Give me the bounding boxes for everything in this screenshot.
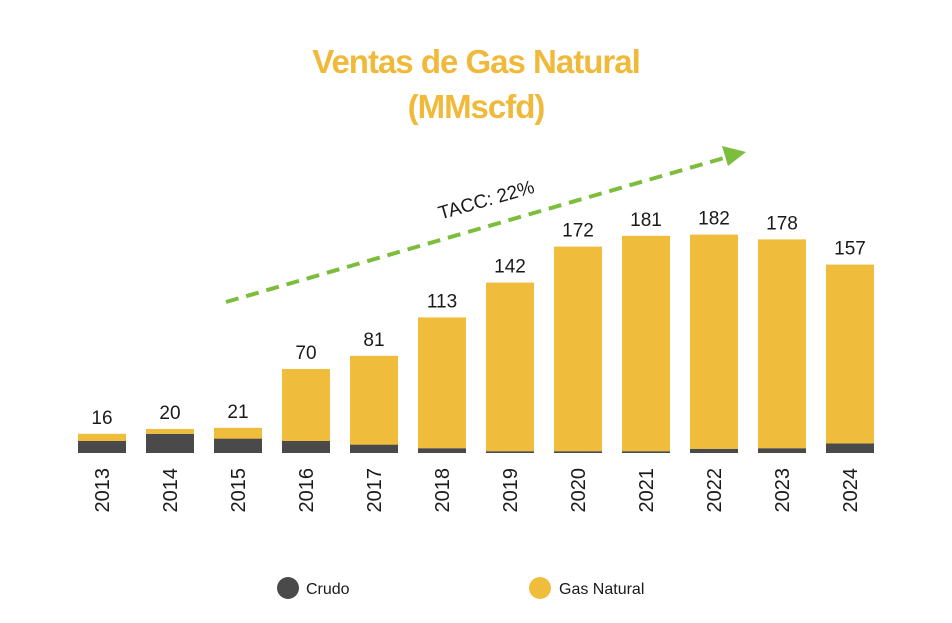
legend: Crudo Gas Natural (277, 577, 644, 599)
value-label-2022: 182 (698, 209, 730, 230)
trend-label: TACC: 22% (436, 177, 537, 224)
legend-swatch-crudo (277, 577, 299, 599)
bar-gas-natural-2020 (554, 246, 602, 452)
bar-crudo-2021 (622, 451, 670, 453)
value-label-2020: 172 (562, 221, 594, 242)
legend-swatch-gas-natural (529, 577, 551, 599)
year-label-2023: 2023 (772, 468, 794, 513)
value-label-2017: 81 (363, 330, 384, 351)
bar-crudo-2019 (486, 451, 534, 453)
year-label-2017: 2017 (364, 468, 386, 513)
value-label-2019: 142 (494, 257, 526, 278)
bar-crudo-2014 (146, 433, 194, 453)
year-label-2024: 2024 (840, 468, 862, 513)
value-label-2015: 21 (227, 402, 248, 423)
bar-crudo-2022 (690, 448, 738, 453)
value-labels-group: 16 20 21 70 81 113 142 172 181 182 178 157 (91, 209, 865, 429)
bar-crudo-2016 (282, 441, 330, 453)
bar-crudo-2020 (554, 451, 602, 453)
legend-label-crudo: Crudo (306, 581, 350, 598)
bar-gas-natural-2024 (826, 264, 874, 444)
bar-crudo-2013 (78, 441, 126, 453)
bar-gas-natural-2022 (690, 234, 738, 449)
year-label-2022: 2022 (704, 468, 726, 513)
value-label-2016: 70 (295, 343, 316, 364)
year-label-2021: 2021 (636, 468, 658, 513)
bar-gas-natural-2023 (758, 239, 806, 449)
year-labels-group: 2013 2014 2015 2016 2017 2018 2019 2020 2021 2022… (92, 468, 862, 513)
bar-crudo-2018 (418, 448, 466, 453)
year-label-2013: 2013 (92, 468, 114, 513)
bar-gas-natural-2018 (418, 317, 466, 449)
bar-crudo-2015 (214, 438, 262, 453)
value-label-2023: 178 (766, 213, 798, 234)
trend-arrow-head (722, 146, 746, 166)
value-label-2013: 16 (91, 408, 112, 429)
bar-gas-natural-2015 (214, 427, 262, 439)
value-label-2014: 20 (159, 403, 180, 424)
bar-gas-natural-2021 (622, 235, 670, 452)
year-label-2018: 2018 (432, 468, 454, 513)
year-label-2020: 2020 (568, 468, 590, 513)
year-label-2019: 2019 (500, 468, 522, 513)
chart-title: Ventas de Gas Natural (312, 43, 639, 80)
bar-gas-natural-2019 (486, 282, 534, 452)
bars-group (78, 234, 874, 453)
trend-arrow-line (225, 156, 725, 304)
bar-gas-natural-2013 (78, 433, 126, 441)
bar-crudo-2024 (826, 443, 874, 453)
bar-gas-natural-2016 (282, 369, 330, 441)
legend-label-gas-natural: Gas Natural (559, 581, 644, 598)
bar-crudo-2017 (350, 444, 398, 453)
bar-gas-natural-2017 (350, 355, 398, 445)
year-label-2016: 2016 (296, 468, 318, 513)
value-label-2024: 157 (834, 239, 866, 260)
bar-gas-natural-2014 (146, 429, 194, 434)
bar-crudo-2023 (758, 448, 806, 453)
year-label-2015: 2015 (228, 468, 250, 513)
value-label-2018: 113 (427, 291, 457, 312)
chart-subtitle: (MMscfd) (408, 88, 545, 125)
value-label-2021: 181 (630, 210, 662, 231)
year-label-2014: 2014 (160, 468, 182, 513)
